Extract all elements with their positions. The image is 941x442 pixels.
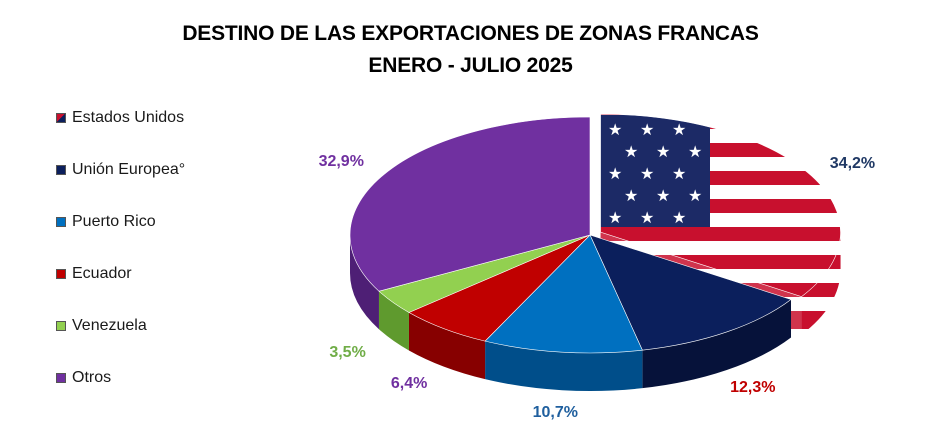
legend-swatch-union-europea — [56, 165, 66, 175]
legend-label: Venezuela — [72, 317, 147, 334]
data-label-estados-unidos: 34,2% — [829, 154, 876, 172]
legend-item-venezuela: Venezuela — [56, 316, 147, 336]
pie-slice-estados-unidos — [600, 113, 841, 297]
chart-subtitle: ENERO - JULIO 2025 — [368, 54, 573, 77]
pie-slice-side-venezuela — [378, 291, 409, 351]
legend-swatch-estados-unidos — [56, 113, 66, 123]
pie-slice-side-estados-unidos — [801, 232, 841, 335]
data-label-union-europea: 12,3% — [730, 379, 776, 397]
legend-label: Ecuador — [72, 265, 132, 282]
pie-slice-union-europea — [589, 234, 792, 351]
pie-slice-side-ecuador — [408, 312, 486, 380]
pie-slice-side-otros — [350, 235, 379, 330]
pie-slice-puerto-rico — [484, 234, 643, 354]
legend-swatch-puerto-rico — [56, 217, 66, 227]
legend-item-otros: Otros — [56, 368, 111, 388]
legend-item-ecuador: Ecuador — [56, 264, 132, 284]
legend-swatch-venezuela — [56, 321, 66, 331]
legend-label: Unión Europea° — [72, 161, 186, 178]
pie-slice-otros — [349, 116, 591, 292]
data-label-venezuela: 3,5% — [329, 343, 366, 361]
pie-slice-side-puerto-rico — [485, 341, 643, 391]
chart-title: DESTINO DE LAS EXPORTACIONES DE ZONAS FR… — [182, 22, 759, 45]
legend-item-estados-unidos: Estados Unidos — [56, 108, 184, 128]
pie-slice-side-union-europea — [642, 299, 792, 389]
data-label-otros: 32,9% — [318, 152, 364, 170]
legend-item-union-europea: Unión Europea° — [56, 160, 185, 180]
legend-swatch-ecuador — [56, 269, 66, 279]
legend-label: Estados Unidos — [72, 109, 185, 126]
legend-label: Otros — [72, 369, 112, 386]
legend-swatch-otros — [56, 373, 66, 383]
legend-item-puerto-rico: Puerto Rico — [56, 212, 156, 232]
data-label-ecuador: 6,4% — [390, 375, 428, 393]
data-label-puerto-rico: 10,7% — [532, 403, 578, 421]
legend-label: Puerto Rico — [72, 213, 156, 230]
